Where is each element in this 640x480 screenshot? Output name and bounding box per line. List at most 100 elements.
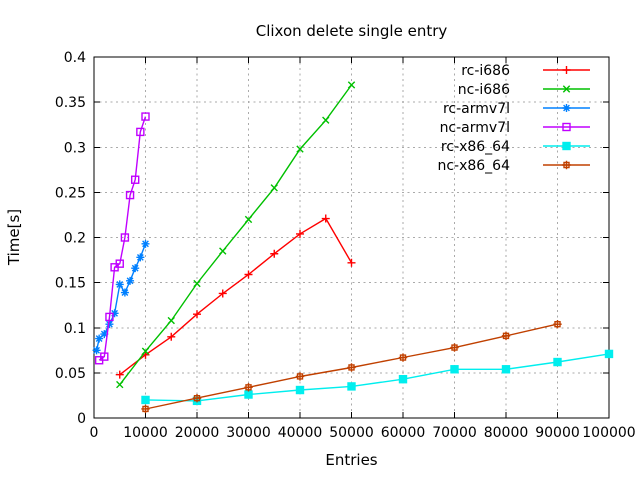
series-nc-x86_64 <box>141 319 562 414</box>
data-point-marker <box>125 190 135 200</box>
data-point-marker <box>295 372 305 381</box>
series-rc-i686 <box>115 214 356 379</box>
data-point-marker <box>136 127 145 137</box>
data-point-marker <box>130 175 140 184</box>
data-point-marker <box>141 112 150 121</box>
y-axis-label: Time[s] <box>5 208 23 266</box>
data-point-marker <box>501 365 511 374</box>
x-tick-label: 100000 <box>582 425 635 441</box>
y-tick-label: 0.05 <box>55 366 86 382</box>
legend-entry-rc-armv7l: rc-armv7l <box>443 101 590 117</box>
x-tick-label: 50000 <box>329 425 374 441</box>
data-point-marker <box>105 312 114 322</box>
data-point-marker <box>450 343 459 352</box>
data-point-marker <box>167 316 175 325</box>
data-point-marker <box>120 233 130 242</box>
x-tick-label: 10000 <box>123 425 168 441</box>
series-nc-i686 <box>116 81 356 389</box>
x-tick-label: 30000 <box>226 425 271 441</box>
x-tick-label: 20000 <box>175 425 220 441</box>
y-tick-label: 0 <box>77 411 86 427</box>
series-rc-x86_64 <box>141 349 614 406</box>
legend-label: nc-armv7l <box>440 120 510 136</box>
data-point-marker <box>501 331 511 341</box>
data-point-marker <box>244 270 253 279</box>
legend-entry-rc-i686: rc-i686 <box>461 63 590 79</box>
series-rc-armv7l <box>92 239 150 355</box>
y-tick-labels: 0 0.05 0.1 0.15 0.2 0.25 0.3 0.35 0.4 <box>55 50 86 427</box>
data-point-marker <box>141 395 150 405</box>
data-point-marker <box>244 383 253 392</box>
chart-title: Clixon delete single entry <box>255 22 448 40</box>
data-point-marker <box>244 390 253 399</box>
data-point-marker <box>562 160 571 170</box>
data-point-marker <box>321 214 330 223</box>
data-point-marker <box>322 116 330 124</box>
data-point-marker <box>218 289 227 298</box>
data-point-marker <box>105 320 114 329</box>
x-tick-label: 90000 <box>535 425 580 441</box>
data-point-marker <box>126 276 135 285</box>
grid-lines <box>94 57 609 418</box>
y-tick-label: 0.25 <box>55 185 86 201</box>
data-point-marker <box>136 253 145 262</box>
legend-label: rc-armv7l <box>443 101 510 117</box>
legend-entry-rc-x86_64: rc-x86_64 <box>441 139 590 155</box>
data-point-marker <box>115 370 124 379</box>
legend-label: nc-i686 <box>458 82 510 98</box>
legend-entry-nc-i686: nc-i686 <box>458 82 590 98</box>
series-line <box>145 353 610 402</box>
x-tick-label: 40000 <box>278 425 323 441</box>
data-point-marker <box>296 229 304 238</box>
data-point-marker <box>562 66 571 74</box>
data-point-marker <box>95 334 104 343</box>
data-point-marker <box>347 81 356 89</box>
data-point-marker <box>553 357 562 367</box>
data-point-marker <box>115 259 124 268</box>
plot-border <box>93 56 610 419</box>
data-point-marker <box>120 288 129 297</box>
data-point-marker <box>296 145 304 153</box>
series-nc-armv7l <box>94 112 150 365</box>
data-point-marker <box>219 247 227 255</box>
data-point-marker <box>398 353 408 362</box>
series-line <box>119 217 353 376</box>
legend-label: rc-x86_64 <box>441 139 510 155</box>
y-tick-label: 0.2 <box>64 231 86 247</box>
x-tick-label: 70000 <box>432 425 477 441</box>
data-point-marker <box>270 184 278 192</box>
data-point-marker <box>92 346 101 355</box>
data-point-marker <box>141 347 150 355</box>
y-tick-label: 0.1 <box>64 321 86 337</box>
series-line <box>119 84 353 386</box>
series-line <box>98 116 147 361</box>
legend-label: rc-i686 <box>461 63 510 79</box>
legend-label: nc-x86_64 <box>437 158 510 174</box>
data-point-marker <box>244 215 253 224</box>
data-point-marker <box>295 385 305 395</box>
data-point-marker <box>192 393 202 403</box>
data-point-marker <box>193 310 201 319</box>
data-point-marker <box>100 352 109 361</box>
data-point-marker <box>110 309 119 318</box>
data-point-marker <box>141 404 150 414</box>
data-point-marker <box>131 264 140 273</box>
legend-entry-nc-x86_64: nc-x86_64 <box>437 158 590 174</box>
data-point-marker <box>347 363 356 372</box>
legend-entry-nc-armv7l: nc-armv7l <box>440 120 590 136</box>
x-tick-label: 60000 <box>381 425 426 441</box>
y-tick-label: 0.35 <box>55 95 86 111</box>
data-point-marker <box>270 249 279 258</box>
data-point-marker <box>562 122 571 132</box>
data-point-marker <box>167 332 176 341</box>
data-point-marker <box>562 141 571 151</box>
data-point-marker <box>562 104 571 112</box>
y-tick-label: 0.3 <box>64 140 86 156</box>
data-point-marker <box>347 258 356 267</box>
data-point-marker <box>398 374 408 384</box>
data-point-marker <box>347 382 356 391</box>
x-axis-label: Entries <box>325 451 378 469</box>
data-point-marker <box>193 279 201 288</box>
